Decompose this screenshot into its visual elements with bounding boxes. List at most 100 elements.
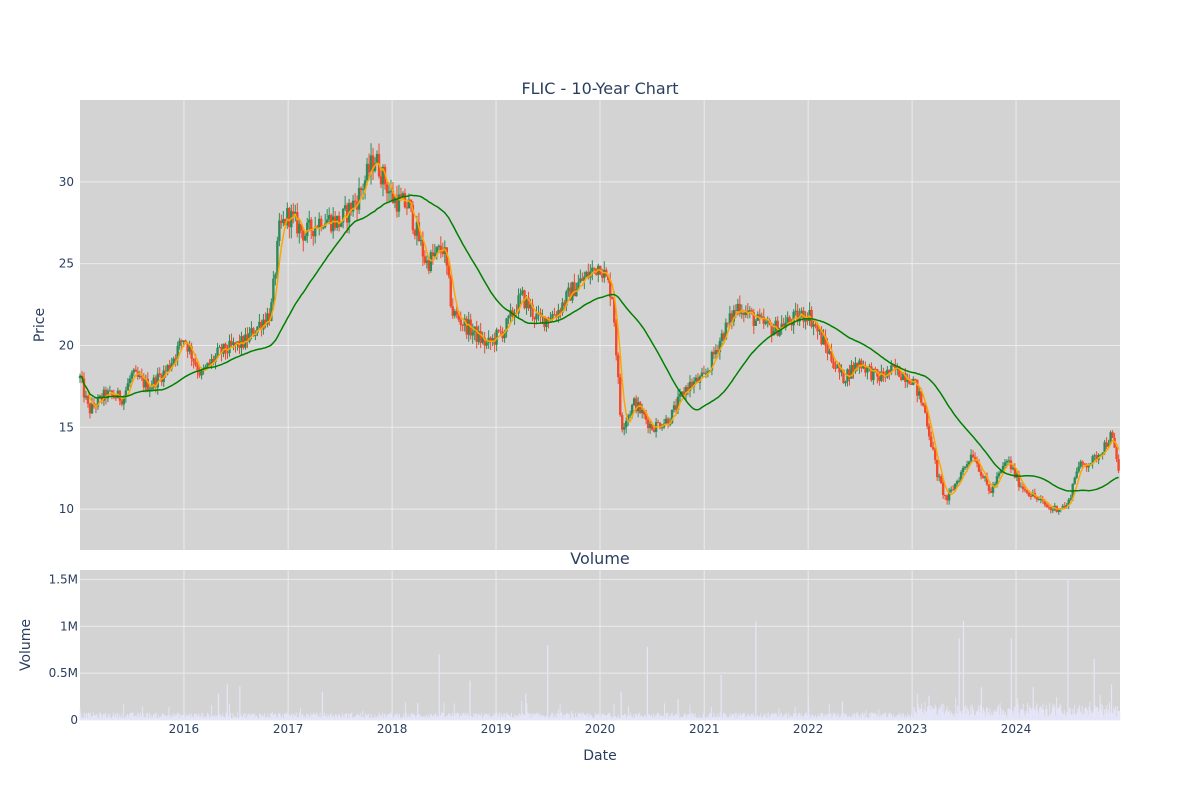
- volume-bar: [210, 716, 212, 720]
- candle-body: [664, 418, 668, 424]
- volume-bar: [569, 718, 571, 720]
- volume-bar: [300, 715, 302, 720]
- volume-bar: [540, 714, 541, 720]
- volume-bar: [511, 712, 512, 720]
- volume-bar: [788, 717, 790, 720]
- candle-body: [951, 489, 955, 491]
- volume-bar: [756, 717, 758, 720]
- volume-bar: [862, 712, 864, 720]
- candle-body: [411, 205, 415, 231]
- volume-bar: [681, 716, 682, 720]
- volume-bar: [698, 717, 700, 720]
- volume-bar: [180, 715, 182, 720]
- volume-bar: [1035, 706, 1037, 720]
- volume-bar: [1041, 709, 1043, 720]
- volume-bar: [529, 713, 531, 720]
- volume-bar: [511, 717, 513, 720]
- volume-bar: [894, 716, 896, 720]
- volume-bar: [530, 718, 532, 720]
- candle-body: [621, 415, 624, 430]
- volume-bar: [442, 712, 444, 720]
- candle-body: [138, 375, 142, 377]
- candle-body: [583, 276, 586, 281]
- volume-bar: [197, 716, 199, 720]
- volume-bar: [221, 716, 223, 720]
- volume-bar: [462, 713, 464, 720]
- volume-bar: [465, 715, 467, 720]
- volume-bar: [190, 713, 192, 720]
- volume-bar: [353, 716, 355, 720]
- volume-bar: [917, 703, 919, 720]
- candle-body: [920, 391, 923, 403]
- volume-bar: [863, 714, 864, 720]
- candle-body: [778, 328, 781, 336]
- volume-bar: [137, 712, 139, 720]
- candle-body: [507, 315, 510, 319]
- candle-body: [527, 297, 530, 309]
- volume-bar: [731, 714, 733, 720]
- volume-bar: [1072, 709, 1074, 720]
- volume-bar: [952, 716, 954, 720]
- volume-bar: [126, 714, 128, 720]
- candle-body: [904, 373, 907, 382]
- volume-bar: [414, 715, 416, 720]
- volume-bar: [396, 713, 398, 720]
- volume-bar: [233, 717, 235, 720]
- volume-bar: [601, 713, 603, 720]
- candle-body: [786, 317, 789, 323]
- volume-bar: [208, 715, 210, 720]
- volume-bar: [476, 713, 477, 720]
- volume-bar: [636, 714, 638, 720]
- volume-bar: [235, 717, 237, 720]
- volume-bar: [430, 713, 432, 720]
- candle-body: [818, 329, 821, 332]
- volume-bar: [572, 713, 574, 720]
- volume-bar: [691, 716, 693, 720]
- volume-bar: [790, 716, 792, 720]
- volume-bar: [533, 713, 535, 720]
- volume-bar: [200, 713, 202, 720]
- volume-bar: [1095, 708, 1097, 720]
- volume-bar: [232, 713, 234, 720]
- candle-body: [854, 362, 857, 372]
- volume-bar: [1096, 706, 1098, 720]
- volume-bar: [816, 717, 817, 720]
- candle-body: [928, 426, 931, 437]
- volume-bar: [549, 716, 551, 720]
- volume-subplot-title: Volume: [570, 549, 630, 568]
- volume-bar: [652, 713, 654, 720]
- volume-bar: [423, 717, 425, 720]
- volume-bar: [397, 717, 399, 720]
- volume-bar: [127, 714, 129, 720]
- volume-bar: [459, 713, 461, 720]
- volume-bar: [778, 708, 780, 720]
- volume-bar: [1085, 707, 1087, 720]
- volume-bar: [493, 713, 494, 720]
- volume-bar: [170, 718, 172, 720]
- volume-bar: [484, 713, 486, 720]
- volume-bar: [326, 714, 328, 720]
- volume-bar: [902, 712, 904, 720]
- volume-bar: [540, 716, 542, 720]
- volume-bar: [477, 713, 479, 720]
- candle-body: [760, 316, 763, 318]
- candle-body: [1037, 499, 1041, 501]
- candle-body: [278, 220, 281, 241]
- candle-body: [449, 275, 452, 307]
- volume-bar: [340, 716, 342, 720]
- candle-body: [593, 267, 596, 269]
- candle-body: [591, 267, 594, 272]
- candle-body: [266, 313, 269, 325]
- candle-body: [632, 398, 636, 405]
- volume-bar: [150, 717, 152, 720]
- volume-bar: [522, 713, 524, 720]
- volume-bar: [1086, 710, 1088, 720]
- volume-bar: [874, 712, 876, 720]
- volume-bar: [416, 715, 418, 720]
- volume-bar: [1042, 703, 1044, 720]
- volume-bar: [1101, 710, 1103, 720]
- volume-bar: [1038, 713, 1040, 720]
- volume-bar: [828, 703, 830, 720]
- volume-bar: [564, 715, 566, 720]
- volume-bar: [847, 717, 849, 720]
